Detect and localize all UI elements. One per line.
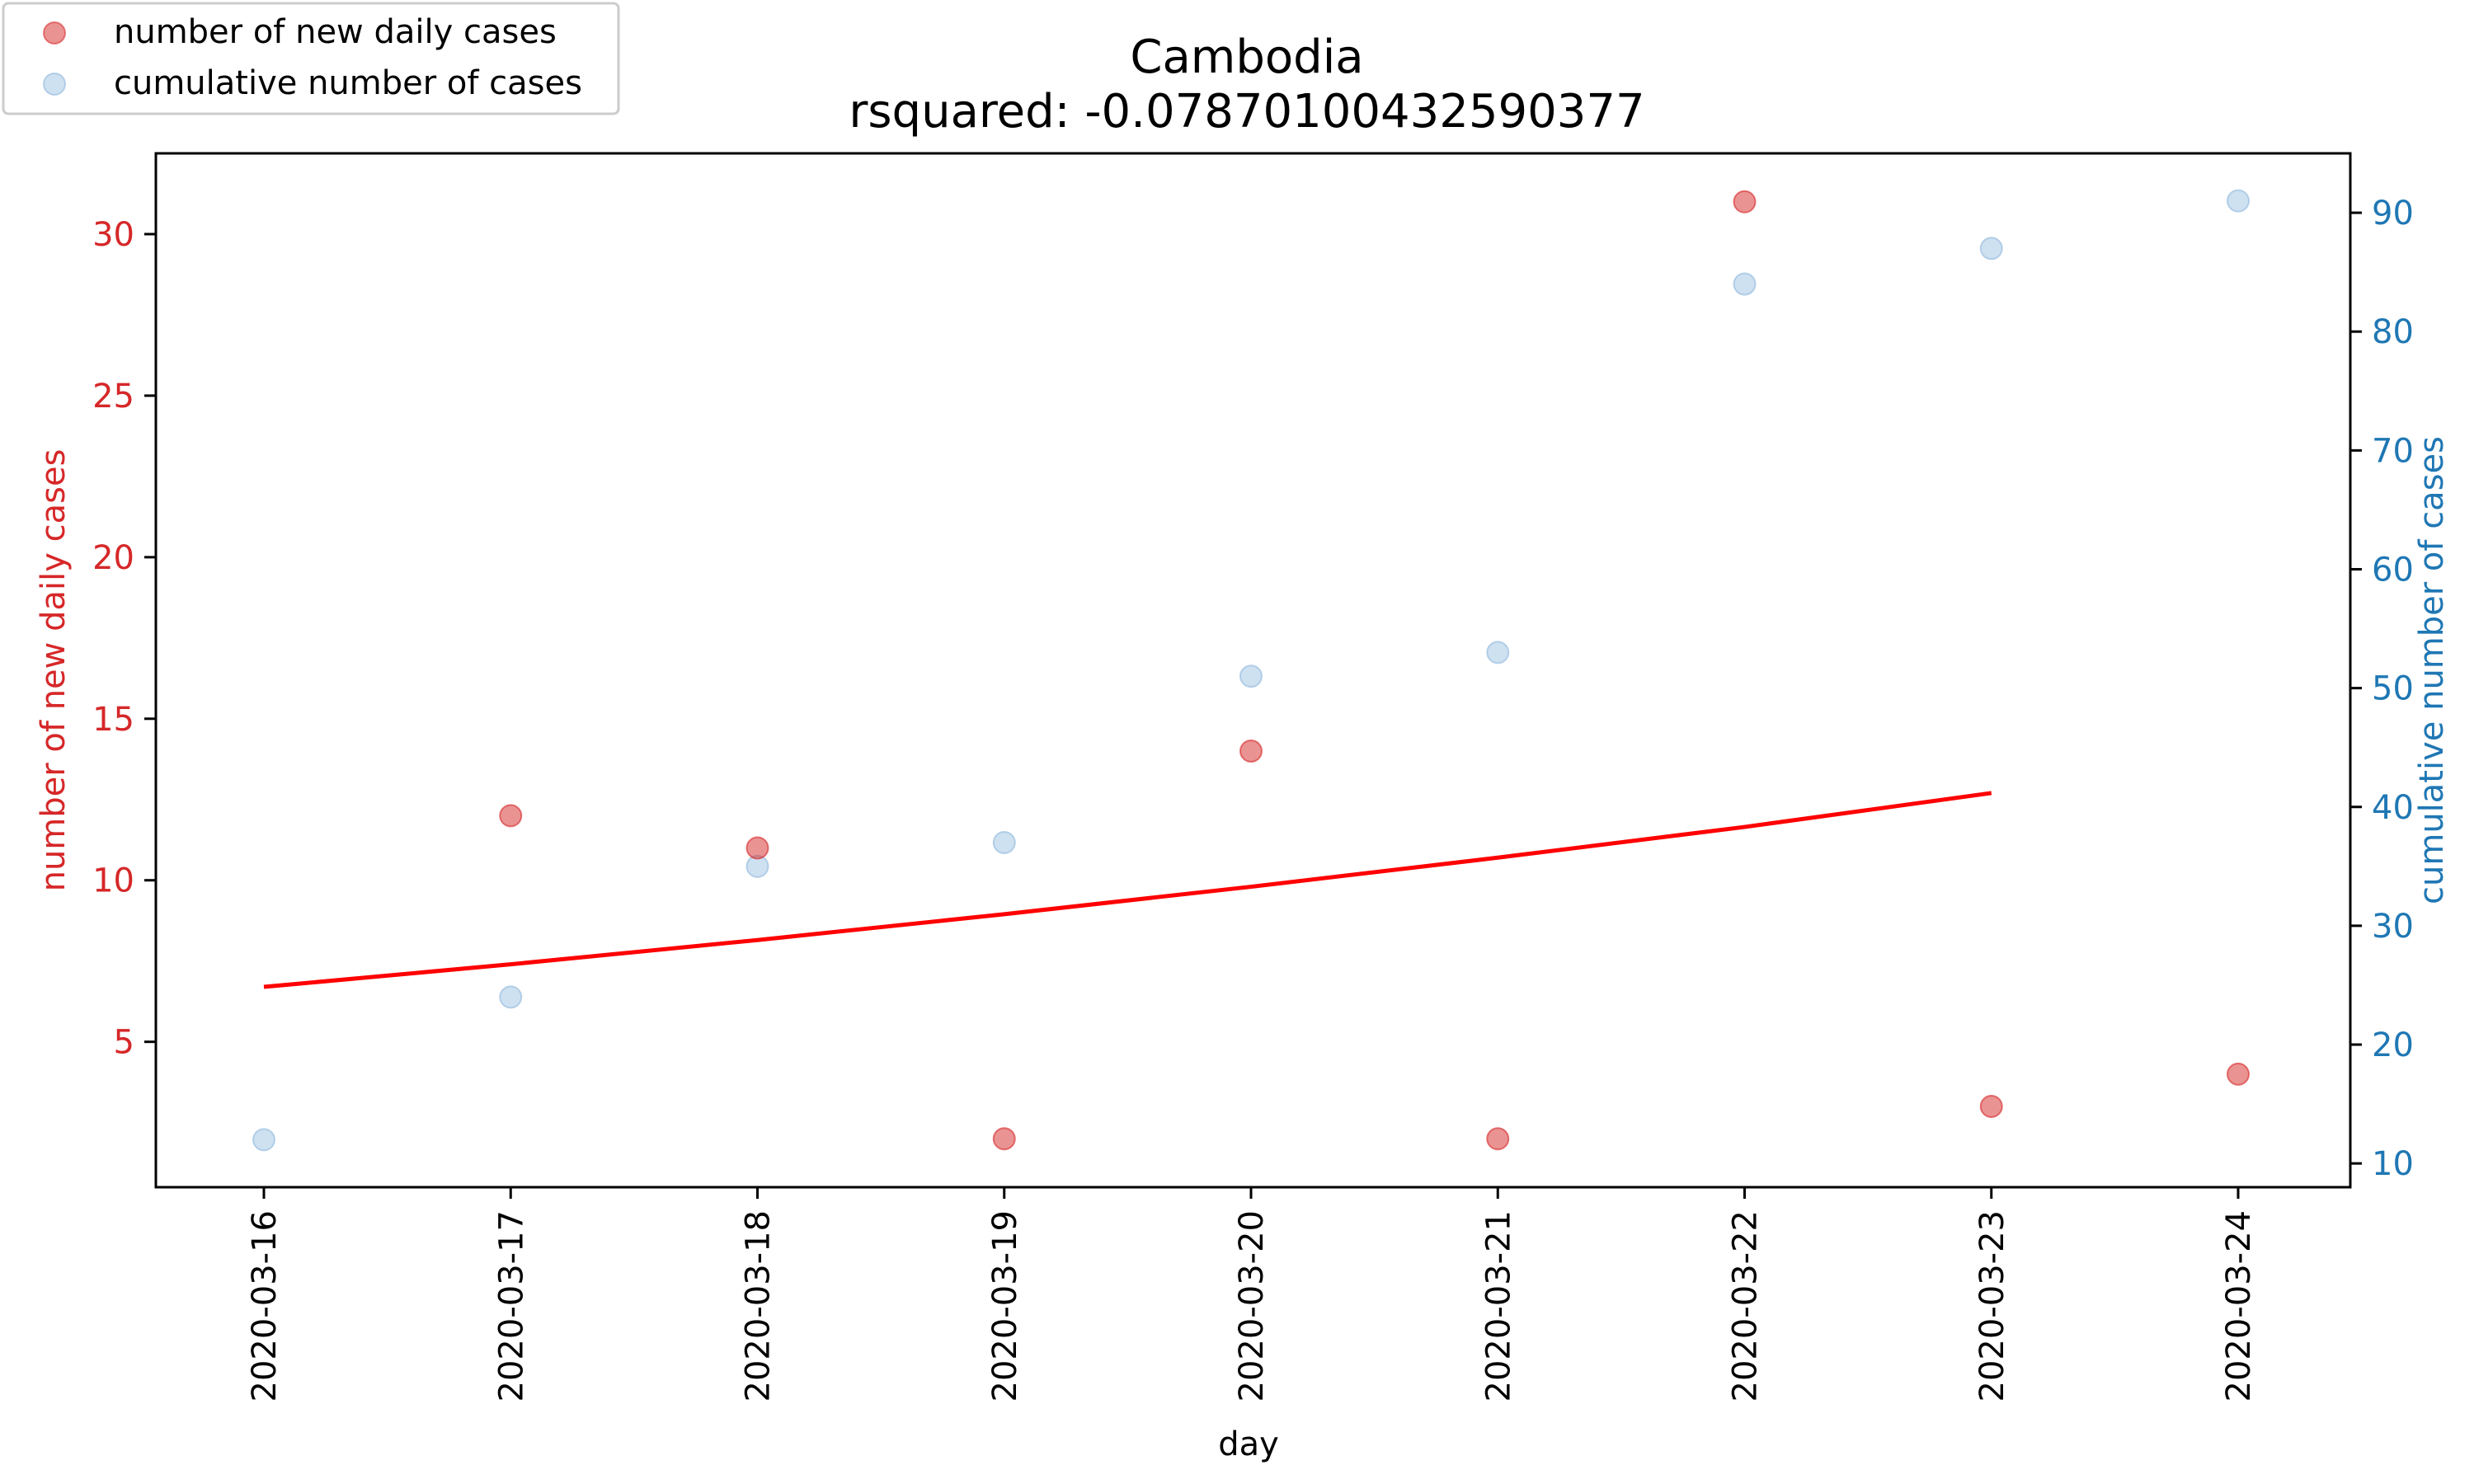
daily-point	[1486, 1127, 1510, 1151]
right-y-tick-label: 90	[2372, 195, 2414, 232]
right-y-tick-label: 20	[2372, 1026, 2414, 1064]
daily-series-group	[499, 190, 2250, 1151]
plot-area-frame	[154, 152, 2352, 1189]
x-tick-label: 2020-03-17	[492, 1210, 530, 1402]
legend-label-daily: number of new daily cases	[114, 13, 557, 51]
x-tick-label: 2020-03-16	[246, 1210, 284, 1402]
x-axis-label: day	[1218, 1425, 1279, 1463]
left-y-tick-label: 15	[92, 701, 134, 739]
right-y-tick-label: 80	[2372, 313, 2414, 351]
legend-label-cumulative: cumulative number of cases	[114, 64, 582, 102]
left-y-tick-label: 25	[92, 378, 134, 416]
legend: number of new daily cases cumulative num…	[2, 2, 620, 115]
legend-marker-cumulative	[43, 73, 66, 96]
x-tick-label: 2020-03-19	[986, 1210, 1024, 1402]
daily-point	[992, 1127, 1016, 1151]
left-y-tick-label: 10	[92, 862, 134, 900]
daily-point	[2227, 1062, 2250, 1086]
x-tick-label: 2020-03-18	[740, 1210, 778, 1402]
legend-frame	[2, 2, 620, 115]
cumulative-point	[992, 831, 1016, 854]
right-y-tick-label: 50	[2372, 670, 2414, 708]
fit-line-group	[263, 791, 1992, 989]
chart-title: Cambodia	[1130, 31, 1363, 84]
daily-point	[1979, 1095, 2003, 1119]
cumulative-point	[499, 985, 523, 1009]
right-y-tick-label: 10	[2372, 1145, 2414, 1183]
right-y-tick-label: 30	[2372, 908, 2414, 946]
x-tick-label: 2020-03-22	[1727, 1210, 1765, 1402]
daily-point	[1239, 739, 1263, 763]
daily-point	[1733, 190, 1757, 214]
cumulative-point	[1239, 665, 1263, 688]
cumulative-point	[1486, 641, 1510, 665]
cumulative-point	[1979, 237, 2003, 261]
fit-line	[263, 791, 1992, 989]
x-tick-label: 2020-03-21	[1479, 1210, 1517, 1402]
left-y-axis: 5 10 15 20 25 30	[92, 216, 156, 1062]
daily-point	[745, 836, 769, 860]
right-y-tick-label: 70	[2372, 432, 2414, 470]
cumulative-series-group	[252, 189, 2250, 1152]
daily-point	[499, 804, 523, 828]
left-y-tick-label: 20	[92, 539, 134, 577]
left-y-tick-label: 30	[92, 216, 134, 254]
x-tick-label: 2020-03-20	[1233, 1210, 1271, 1402]
left-y-axis-label: number of new daily cases	[35, 449, 73, 892]
right-y-axis-label: cumulative number of cases	[2413, 436, 2451, 904]
right-y-tick-label: 40	[2372, 789, 2414, 827]
chart-subtitle: rsquared: -0.07870100432590377	[849, 85, 1644, 139]
left-y-tick-label: 5	[114, 1024, 134, 1062]
cumulative-point	[2227, 189, 2250, 213]
cumulative-point	[1733, 272, 1757, 296]
right-y-tick-label: 60	[2372, 551, 2414, 589]
cumulative-point	[252, 1128, 275, 1152]
x-tick-label: 2020-03-23	[1973, 1210, 2011, 1402]
right-y-axis: 10 20 30 40 50 60 70 80 90	[2350, 195, 2414, 1183]
legend-marker-daily	[43, 21, 66, 45]
x-axis: 2020-03-16 2020-03-17 2020-03-18 2020-03-19…	[246, 1187, 2258, 1402]
x-tick-label: 2020-03-24	[2220, 1210, 2258, 1402]
